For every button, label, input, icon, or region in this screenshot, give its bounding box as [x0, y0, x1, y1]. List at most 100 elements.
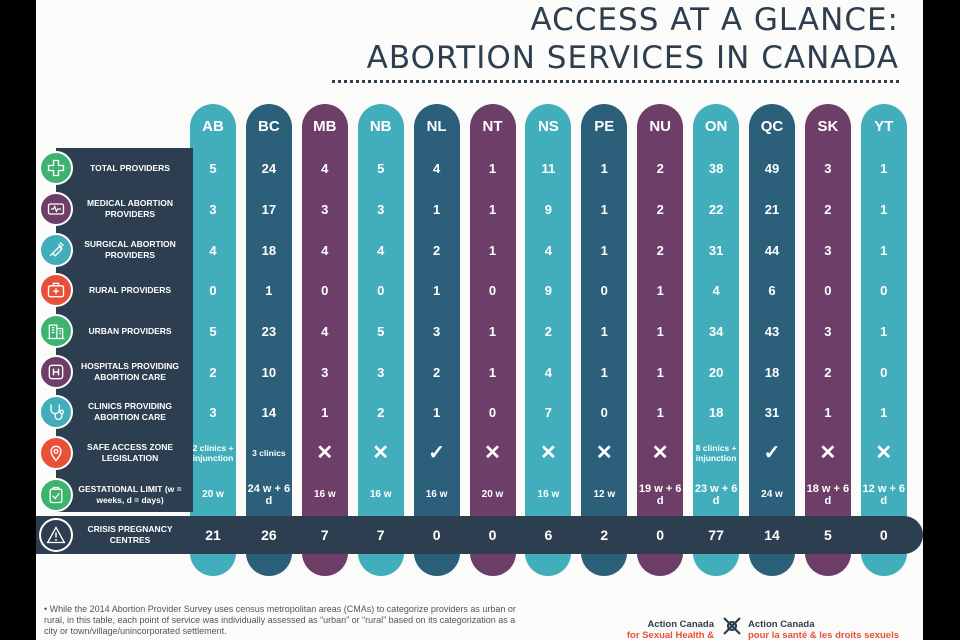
- data-cell: 77: [708, 526, 724, 543]
- data-cell: 1: [488, 242, 497, 258]
- data-cell: 3: [824, 242, 832, 258]
- crisis-bar: [36, 516, 923, 554]
- cross-icon: ✕: [651, 441, 669, 464]
- pill-icon: [39, 192, 73, 226]
- data-cell: 0: [488, 404, 497, 420]
- row-label: GESTATIONAL LIMIT (w = weeks, d = days): [78, 484, 182, 505]
- data-cell: 0: [880, 364, 888, 380]
- check-icon: ✓: [428, 441, 445, 464]
- column-on: [693, 104, 740, 576]
- data-cell: 1: [488, 364, 497, 380]
- data-cell: 8 clinics + injunction: [695, 443, 737, 463]
- data-cell: 1: [600, 242, 608, 258]
- data-cell: 1: [488, 323, 497, 339]
- data-cell: 20: [708, 364, 724, 380]
- building-icon: [39, 314, 73, 348]
- data-cell: 18 w + 6 d: [806, 483, 850, 507]
- column-bc: [245, 104, 292, 576]
- data-cell: 19 w + 6 d: [638, 483, 682, 507]
- data-cell: 16 w: [537, 489, 560, 500]
- first-aid-icon: [39, 273, 73, 307]
- data-cell: 31: [764, 404, 780, 420]
- data-cell: 20 w: [481, 489, 504, 500]
- row-label: TOTAL PROVIDERS: [90, 162, 170, 173]
- data-cell: 44: [764, 242, 780, 258]
- plus-icon: [39, 151, 73, 185]
- data-cell: 5: [377, 323, 385, 339]
- row-label: SAFE ACCESS ZONE LEGISLATION: [86, 442, 174, 463]
- row-label: HOSPITALS PROVIDING ABORTION CARE: [80, 361, 180, 382]
- data-cell: 0: [377, 282, 385, 298]
- clipboard-icon: [39, 478, 73, 512]
- data-cell: 10: [261, 364, 277, 380]
- data-cell: 4: [377, 242, 385, 258]
- data-cell: 5: [823, 526, 832, 543]
- org-en-name: Action Canada: [647, 619, 714, 630]
- data-cell: 18: [764, 364, 780, 380]
- column-nu: [637, 104, 684, 576]
- data-cell: 0: [488, 526, 497, 543]
- data-cell: 2: [209, 364, 217, 380]
- data-cell: 3: [321, 201, 329, 217]
- data-cell: 26: [261, 526, 277, 543]
- org-french: Action Canada pour la santé & les droits…: [748, 619, 918, 640]
- data-cell: 1: [432, 282, 441, 298]
- data-cell: 21: [764, 201, 780, 217]
- data-cell: 11: [541, 160, 556, 176]
- data-cell: 0: [600, 404, 608, 420]
- column-nb: [357, 104, 404, 576]
- data-cell: 1: [880, 160, 888, 176]
- data-cell: 1: [432, 201, 441, 217]
- data-cell: 3: [321, 364, 329, 380]
- title-line-2: ABORTION SERVICES IN CANADA: [366, 40, 899, 76]
- column-nt: [469, 104, 516, 576]
- data-cell: 2: [544, 323, 552, 339]
- cross-icon: ✕: [372, 441, 390, 464]
- column-sk: [804, 104, 851, 576]
- data-cell: 0: [209, 282, 217, 298]
- data-cell: 12 w: [593, 489, 616, 500]
- data-cell: 49: [764, 160, 780, 176]
- org-fr-name: Action Canada: [748, 619, 815, 630]
- data-cell: 1: [265, 282, 273, 298]
- column-pe: [581, 104, 628, 576]
- data-cell: 1: [656, 323, 664, 339]
- footnote: • While the 2014 Abortion Provider Surve…: [44, 604, 516, 636]
- data-cell: 9: [544, 282, 552, 298]
- data-cell: 1: [656, 282, 664, 298]
- data-cell: 17: [261, 201, 277, 217]
- data-cell: 31: [708, 242, 724, 258]
- data-cell: 4: [544, 364, 552, 380]
- data-cell: 4: [432, 160, 441, 176]
- data-cell: 4: [321, 323, 329, 339]
- action-canada-logo: [723, 617, 741, 635]
- data-cell: 3: [432, 323, 441, 339]
- row-label-panel: [56, 148, 193, 512]
- data-cell: 3: [209, 201, 217, 217]
- column-nl: [413, 104, 460, 576]
- data-cell: 16 w: [369, 489, 392, 500]
- org-fr-sub: pour la santé & les droits sexuels: [748, 630, 899, 640]
- column-mb: [301, 104, 348, 576]
- column-ab: [190, 104, 236, 576]
- title-line-1: ACCESS AT A GLANCE:: [530, 2, 899, 38]
- data-cell: 3 clinics: [252, 448, 286, 458]
- data-cell: 43: [764, 323, 780, 339]
- data-cell: 21: [205, 526, 221, 543]
- data-cell: 1: [656, 364, 664, 380]
- data-cell: 18: [708, 404, 724, 420]
- data-cell: 2: [656, 201, 664, 217]
- data-cell: 0: [600, 282, 608, 298]
- location-pin-icon: [39, 436, 73, 470]
- data-cell: 7: [320, 526, 329, 543]
- data-cell: 1: [600, 323, 608, 339]
- data-cell: 2: [656, 160, 664, 176]
- data-cell: 0: [879, 526, 888, 543]
- province-header: NS: [537, 118, 559, 135]
- row-label: CRISIS PREGNANCY CENTRES: [87, 524, 173, 545]
- cross-icon: ✕: [595, 441, 613, 464]
- data-cell: 1: [600, 201, 608, 217]
- row-label: MEDICAL ABORTION PROVIDERS: [87, 198, 173, 219]
- data-cell: 1: [656, 404, 664, 420]
- hospital-icon: [39, 355, 73, 389]
